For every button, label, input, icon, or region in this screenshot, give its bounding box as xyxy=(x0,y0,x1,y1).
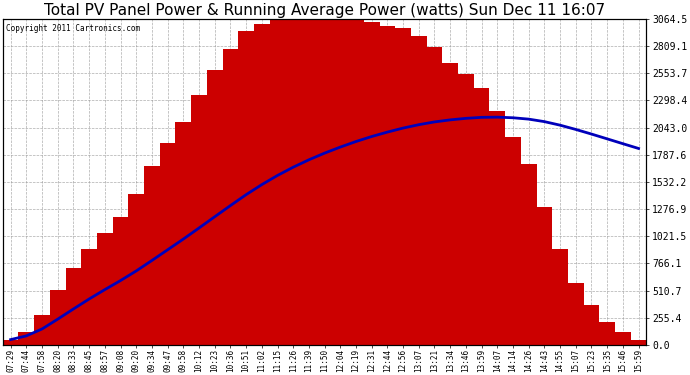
Bar xyxy=(521,164,537,345)
Bar xyxy=(458,74,474,345)
Bar xyxy=(301,19,317,345)
Bar xyxy=(395,28,411,345)
Bar xyxy=(223,49,238,345)
Bar xyxy=(584,304,600,345)
Bar xyxy=(489,111,505,345)
Bar xyxy=(411,36,426,345)
Text: Copyright 2011 Cartronics.com: Copyright 2011 Cartronics.com xyxy=(6,24,140,33)
Bar xyxy=(333,21,348,345)
Bar xyxy=(66,268,81,345)
Bar xyxy=(175,122,191,345)
Bar xyxy=(34,315,50,345)
Bar xyxy=(81,249,97,345)
Bar xyxy=(317,20,333,345)
Bar xyxy=(286,19,301,345)
Bar xyxy=(568,283,584,345)
Bar xyxy=(50,290,66,345)
Bar xyxy=(426,47,442,345)
Bar xyxy=(631,340,647,345)
Bar xyxy=(191,95,207,345)
Title: Total PV Panel Power & Running Average Power (watts) Sun Dec 11 16:07: Total PV Panel Power & Running Average P… xyxy=(44,3,605,18)
Bar xyxy=(160,143,175,345)
Bar xyxy=(537,207,552,345)
Bar xyxy=(600,321,615,345)
Bar xyxy=(474,87,489,345)
Bar xyxy=(144,166,160,345)
Bar xyxy=(552,249,568,345)
Bar xyxy=(505,138,521,345)
Bar xyxy=(3,340,19,345)
Bar xyxy=(615,332,631,345)
Bar xyxy=(364,21,380,345)
Bar xyxy=(207,70,223,345)
Bar xyxy=(97,233,112,345)
Bar xyxy=(442,63,458,345)
Bar xyxy=(238,31,254,345)
Bar xyxy=(19,332,34,345)
Bar xyxy=(254,24,270,345)
Bar xyxy=(348,19,364,345)
Bar xyxy=(112,217,128,345)
Bar xyxy=(270,20,286,345)
Bar xyxy=(128,194,144,345)
Bar xyxy=(380,26,395,345)
